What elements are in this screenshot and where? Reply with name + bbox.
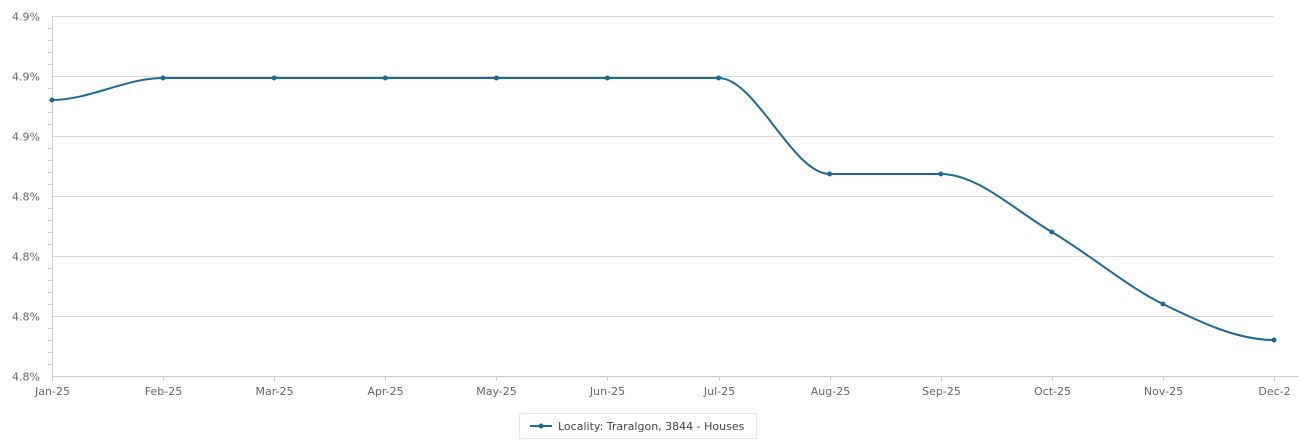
data-point xyxy=(160,75,166,81)
y-axis-minor-ticks xyxy=(48,28,52,365)
y-tick-label: 4.9% xyxy=(12,131,40,144)
x-axis-tick-labels: Jan-25 Feb-25 Mar-25 Apr-25 May-25 Jun-25 Jul-… xyxy=(34,385,1291,398)
legend[interactable]: Locality: Traralgon, 3844 - Houses xyxy=(519,413,758,439)
data-point xyxy=(827,171,833,177)
data-point xyxy=(493,75,499,81)
y-axis-tick-labels: 4.8% 4.8% 4.8% 4.8% 4.9% 4.9% 4.9% xyxy=(12,11,40,384)
data-point xyxy=(1160,301,1166,307)
y-tick-label: 4.8% xyxy=(12,371,40,384)
x-tick-label: Dec-2 xyxy=(1258,385,1290,398)
x-tick-label: Oct-25 xyxy=(1034,385,1071,398)
x-tick-label: Sep-25 xyxy=(922,385,961,398)
y-tick-label: 4.8% xyxy=(12,251,40,264)
x-tick-label: Nov-25 xyxy=(1144,385,1183,398)
data-point xyxy=(938,171,944,177)
legend-label: Locality: Traralgon, 3844 - Houses xyxy=(558,419,745,433)
y-tick-label: 4.8% xyxy=(12,311,40,324)
legend-line-marker-icon xyxy=(530,423,552,429)
data-point xyxy=(1271,337,1277,343)
x-tick-label: Jul-25 xyxy=(703,385,735,398)
x-tick-label: May-25 xyxy=(476,385,517,398)
x-tick-label: Jan-25 xyxy=(34,385,70,398)
y-tick-label: 4.9% xyxy=(12,71,40,84)
data-point xyxy=(604,75,610,81)
series-points xyxy=(49,75,1277,343)
x-tick-label: Aug-25 xyxy=(811,385,850,398)
data-point xyxy=(49,97,55,103)
y-tick-label: 4.9% xyxy=(12,11,40,24)
series-line xyxy=(51,76,1275,341)
x-tick-label: Apr-25 xyxy=(367,385,403,398)
series-line-group xyxy=(51,76,1275,341)
x-tick-label: Mar-25 xyxy=(255,385,293,398)
data-point xyxy=(382,75,388,81)
axes xyxy=(52,16,1299,381)
y-tick-label: 4.8% xyxy=(12,191,40,204)
x-tick-label: Jun-25 xyxy=(589,385,625,398)
grid-lines xyxy=(52,16,1274,317)
x-tick-label: Feb-25 xyxy=(145,385,182,398)
data-point xyxy=(1049,229,1055,235)
data-point xyxy=(716,75,722,81)
data-point xyxy=(271,75,277,81)
